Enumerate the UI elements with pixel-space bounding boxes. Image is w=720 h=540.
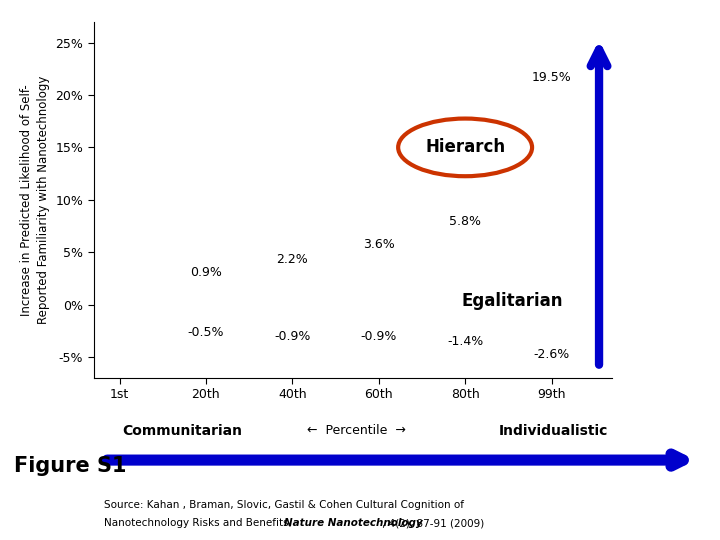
Text: -0.9%: -0.9% xyxy=(361,330,397,343)
Text: Egalitarian: Egalitarian xyxy=(462,293,563,310)
Text: -1.4%: -1.4% xyxy=(447,335,483,348)
Text: 5.8%: 5.8% xyxy=(449,215,481,228)
Text: 3.6%: 3.6% xyxy=(363,238,395,251)
Text: 0.9%: 0.9% xyxy=(190,266,222,280)
Text: -0.5%: -0.5% xyxy=(188,326,224,339)
Text: Figure S1: Figure S1 xyxy=(14,456,127,476)
Text: Individualistic: Individualistic xyxy=(499,424,608,438)
Text: Hierarch: Hierarch xyxy=(425,138,505,157)
Text: , 4(2), 87-91 (2009): , 4(2), 87-91 (2009) xyxy=(382,518,484,529)
Text: Nature Nanotechnology: Nature Nanotechnology xyxy=(284,518,423,529)
Text: 2.2%: 2.2% xyxy=(276,253,308,266)
Text: Communitarian: Communitarian xyxy=(122,424,243,438)
Text: 19.5%: 19.5% xyxy=(531,71,572,84)
Text: ←  Percentile  →: ← Percentile → xyxy=(307,424,406,437)
Y-axis label: Increase in Predicted Likelihood of Self-
Reported Familiarity with Nanotechnolo: Increase in Predicted Likelihood of Self… xyxy=(19,76,50,324)
Text: Nanotechnology Risks and Benefits,: Nanotechnology Risks and Benefits, xyxy=(104,518,296,529)
Text: Source: Kahan , Braman, Slovic, Gastil & Cohen Cultural Cognition of: Source: Kahan , Braman, Slovic, Gastil &… xyxy=(104,500,464,510)
Text: -0.9%: -0.9% xyxy=(274,330,310,343)
Text: -2.6%: -2.6% xyxy=(534,348,570,361)
